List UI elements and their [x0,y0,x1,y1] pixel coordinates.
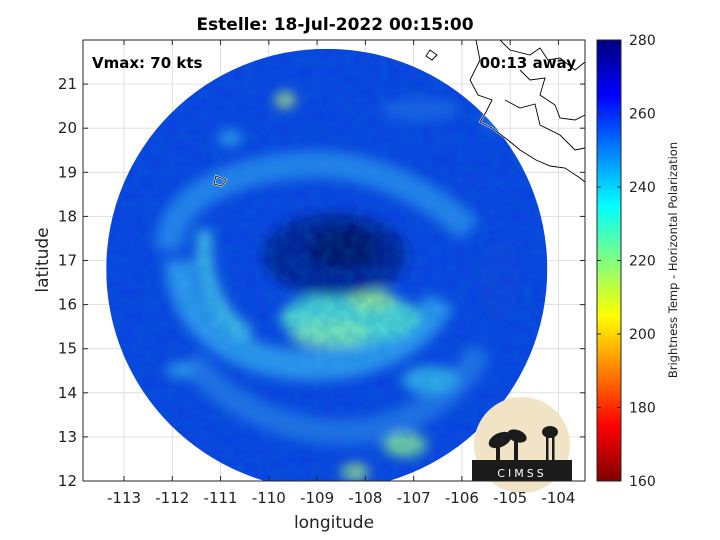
y-tick-label: 13 [58,428,77,446]
logo-text: CIMSS [497,467,546,480]
cimss-logo: CIMSS [472,397,572,493]
x-tick-label: -107 [397,489,431,507]
chart-title: Estelle: 18-Jul-2022 00:15:00 [196,15,473,35]
land-borders [213,40,585,187]
y-tick-label: 12 [58,472,77,490]
colorbar-tick-label: 160 [629,474,656,490]
x-tick-label: -105 [493,489,527,507]
colorbar-tick-label: 220 [629,254,656,270]
x-tick-label: -108 [348,489,382,507]
x-tick-label: -104 [541,489,575,507]
swath-image [106,40,585,481]
swath-texture [106,48,548,481]
x-tick-label: -110 [252,489,286,507]
x-axis-label: longitude [294,513,374,533]
colorbar-tick-label: 240 [629,180,656,196]
x-tick-label: -112 [155,489,189,507]
plot-area: CIMSS Vmax: 70 kts 00:13 away -113 -112 -1… [58,39,586,507]
time-offset-label: 00:13 away [480,54,577,72]
y-tick-label: 18 [58,207,77,225]
x-tick-label: -113 [107,489,141,507]
vmax-label: Vmax: 70 kts [92,54,202,72]
y-tick-label: 17 [58,252,77,270]
colorbar: 160 180 200 220 240 260 280 Brightness Temp - … [596,33,680,490]
y-tick-label: 15 [58,340,77,358]
colorbar-tick-label: 280 [629,33,656,49]
x-tick-label: -109 [300,489,334,507]
colorbar-label: Brightness Temp - Horizontal Polarizatio… [666,142,680,378]
x-tick-label: -111 [204,489,238,507]
y-axis-ticks: 12 13 14 15 16 17 18 19 20 21 [58,75,585,490]
x-axis-ticks: -113 -112 -111 -110 -109 -108 -107 -106 -105 -104 [107,40,575,507]
y-tick-label: 19 [58,163,77,181]
colorbar-tick-label: 180 [629,401,656,417]
y-axis-label: latitude [33,227,53,292]
y-tick-label: 16 [58,296,77,314]
colorbar-tick-label: 260 [629,107,656,123]
colorbar-ticks: 160 180 200 220 240 260 280 [597,33,656,490]
colorbar-tick-label: 200 [629,327,656,343]
y-tick-label: 14 [58,384,77,402]
x-tick-label: -106 [445,489,479,507]
y-tick-label: 20 [58,119,77,137]
y-tick-label: 21 [58,75,77,93]
